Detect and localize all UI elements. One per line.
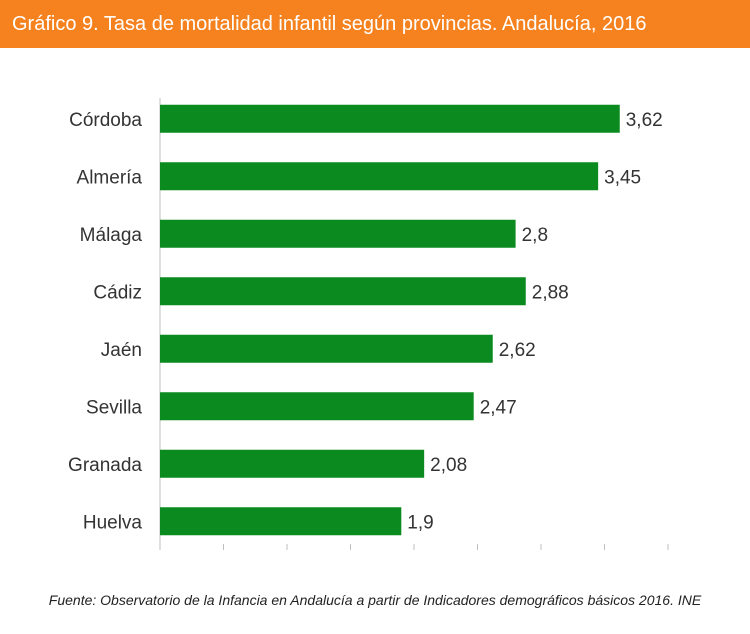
category-label: Jaén [101,340,142,361]
bar-chart: Córdoba 3,62 Almería 3,45 Málaga 2,8 Cádiz 2,88… [68,98,669,550]
data-label: 2,88 [532,282,569,303]
source-note: Fuente: Observatorio de la Infancia en A… [48,592,702,608]
data-label: 2,47 [480,397,517,418]
data-label: 2,8 [522,225,548,246]
category-label: Cádiz [93,282,142,303]
bar [160,162,599,191]
bar [160,219,516,248]
category-label: Almería [77,167,143,188]
category-label: Sevilla [86,397,142,418]
bar [160,277,526,306]
bar [160,104,620,133]
data-label: 3,45 [604,167,641,188]
bar [160,507,402,536]
data-label: 1,9 [407,512,433,533]
category-label: Granada [68,455,142,476]
bar [160,449,425,478]
chart-title: Gráfico 9. Tasa de mortalidad infantil s… [0,0,750,48]
category-label: Huelva [83,512,143,533]
category-label: Málaga [80,225,143,246]
data-label: 2,62 [499,340,536,361]
category-label: Córdoba [69,110,142,131]
bar [160,334,493,363]
bar [160,392,474,421]
data-label: 3,62 [626,110,663,131]
data-label: 2,08 [430,455,467,476]
